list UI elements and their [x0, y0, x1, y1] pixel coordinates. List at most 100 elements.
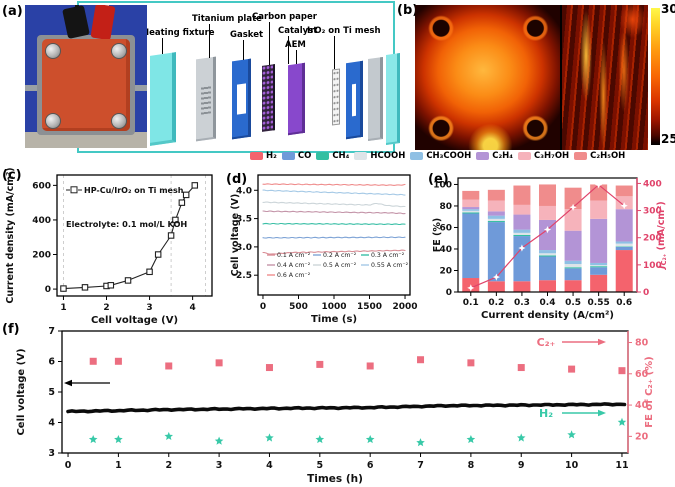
- svg-text:2: 2: [103, 303, 109, 313]
- label-line: [162, 38, 163, 54]
- legend-item: CH₃COOH: [410, 151, 471, 161]
- legend-label: CH₄: [332, 151, 350, 161]
- svg-text:4.0: 4.0: [236, 186, 252, 196]
- colorbar-min-label: 25: [661, 132, 675, 146]
- label-titanium-plate: Titanium plate: [192, 14, 262, 24]
- bolt: [111, 113, 127, 129]
- svg-text:1500: 1500: [357, 302, 382, 312]
- svg-text:9: 9: [518, 460, 525, 471]
- legend-item: H₂: [250, 151, 277, 161]
- svg-text:H₂: H₂: [539, 407, 553, 420]
- svg-text:Times (h): Times (h): [307, 473, 363, 485]
- chart-e: 0 20 40 60 80 100 0 100 200 300 400 0.1 0.2 0.3 0.4 0.5…: [432, 177, 668, 321]
- legend-swatch-icon: [281, 151, 295, 160]
- svg-text:Current density (mA/cm²): Current density (mA/cm²): [5, 167, 16, 303]
- svg-text:0: 0: [643, 288, 649, 298]
- svg-text:4: 4: [266, 460, 273, 471]
- label-line: [296, 50, 297, 64]
- legend-swatch-icon: [316, 151, 330, 160]
- svg-text:8: 8: [468, 460, 475, 471]
- svg-text:0.3: 0.3: [514, 298, 530, 308]
- svg-text:Cell voltage (V): Cell voltage (V): [230, 194, 241, 277]
- photo-table-surface: [25, 132, 147, 148]
- svg-text:3: 3: [48, 448, 55, 459]
- label-line: [288, 36, 289, 64]
- svg-text:100: 100: [433, 180, 452, 190]
- svg-text:3: 3: [216, 460, 223, 471]
- legend-label: C₂H₄: [492, 151, 514, 161]
- svg-text:400: 400: [643, 179, 662, 189]
- legend-item: CH₄: [316, 151, 349, 161]
- svg-text:Time (s): Time (s): [311, 314, 357, 325]
- svg-text:jC₂₊ (mA/cm²): jC₂₊ (mA/cm²): [656, 201, 668, 271]
- legend-label: HCOOH: [370, 151, 406, 161]
- product-legend: H₂ CO CH₄ HCOOH CH₃COOH C₂H₄ C₃H₇OH C₂H₅OH: [250, 151, 625, 161]
- svg-text:2: 2: [165, 460, 172, 471]
- svg-text:0.55: 0.55: [588, 298, 610, 308]
- svg-text:500: 500: [289, 302, 308, 312]
- svg-text:3.0: 3.0: [236, 243, 252, 253]
- svg-text:FE (%): FE (%): [432, 218, 443, 253]
- label-gasket: Gasket: [230, 30, 264, 40]
- label-catalyst: Catalyst: [278, 26, 318, 36]
- svg-text:FE of C₂₊ (%): FE of C₂₊ (%): [644, 356, 655, 427]
- label-iro2-mesh: IrO₂ on Ti mesh: [307, 26, 381, 36]
- svg-text:0.55 A cm⁻²: 0.55 A cm⁻²: [371, 262, 409, 269]
- svg-text:80: 80: [635, 338, 649, 349]
- panel-d-label: (d): [226, 172, 248, 187]
- legend-label: CH₃COOH: [426, 151, 472, 161]
- svg-text:4: 4: [48, 418, 55, 429]
- svg-text:400: 400: [32, 216, 51, 226]
- svg-text:Cell voltage (V): Cell voltage (V): [16, 348, 27, 435]
- label-carbon-paper: Carbon paper: [252, 12, 317, 22]
- photo-rod-right: [130, 85, 147, 91]
- svg-text:0.2 A cm⁻²: 0.2 A cm⁻²: [323, 252, 357, 259]
- svg-text:40: 40: [635, 400, 649, 411]
- bolt: [45, 43, 61, 59]
- svg-text:11: 11: [615, 460, 628, 471]
- svg-text:0: 0: [45, 285, 51, 295]
- legend-item: C₃H₇OH: [518, 151, 569, 161]
- legend-swatch-icon: [518, 151, 532, 160]
- legend-item: CO: [281, 151, 312, 161]
- bolt: [111, 43, 127, 59]
- svg-text:60: 60: [439, 223, 452, 233]
- svg-text:600: 600: [32, 181, 51, 191]
- svg-text:HP-Cu/IrO₂ on Ti mesh: HP-Cu/IrO₂ on Ti mesh: [84, 186, 184, 195]
- svg-text:6: 6: [48, 357, 55, 368]
- svg-text:0.5: 0.5: [565, 298, 581, 308]
- svg-text:2.5: 2.5: [236, 271, 252, 281]
- svg-text:2000: 2000: [392, 302, 417, 312]
- thermal-image-side-view: [562, 5, 648, 150]
- svg-text:1: 1: [115, 460, 122, 471]
- panel-e-label: (e): [428, 172, 449, 187]
- legend-item: HCOOH: [354, 151, 405, 161]
- panel-c-label: (c): [2, 168, 22, 183]
- legend-swatch-icon: [574, 151, 588, 160]
- svg-text:0.4 A cm⁻²: 0.4 A cm⁻²: [277, 262, 311, 269]
- legend-swatch-icon: [250, 151, 263, 160]
- svg-text:0: 0: [65, 460, 72, 471]
- svg-text:200: 200: [643, 234, 662, 244]
- legend-label: CO: [297, 151, 312, 161]
- svg-text:20: 20: [439, 266, 452, 276]
- label-line: [243, 40, 244, 60]
- svg-text:5: 5: [317, 460, 324, 471]
- panel-a-label: (a): [2, 4, 23, 19]
- legend-swatch-icon: [476, 151, 490, 160]
- svg-text:3: 3: [146, 303, 152, 313]
- svg-text:0.1: 0.1: [463, 298, 479, 308]
- colorbar-max-label: 30: [661, 2, 675, 16]
- svg-text:4: 4: [189, 303, 195, 313]
- svg-text:0.6: 0.6: [616, 298, 632, 308]
- label-line: [269, 22, 270, 65]
- svg-text:200: 200: [32, 251, 51, 261]
- label-line: [209, 24, 210, 58]
- chart-f: 0 1 2 3 4 5 6 7 8 9 10 11 3 4 5 6 7 20 40 60 80 Times (h) Cell…: [16, 326, 655, 485]
- svg-text:6: 6: [367, 460, 374, 471]
- legend-label: C₃H₇OH: [534, 151, 570, 161]
- svg-text:0.1 A cm⁻²: 0.1 A cm⁻²: [277, 252, 311, 259]
- legend-item: C₂H₅OH: [574, 151, 625, 161]
